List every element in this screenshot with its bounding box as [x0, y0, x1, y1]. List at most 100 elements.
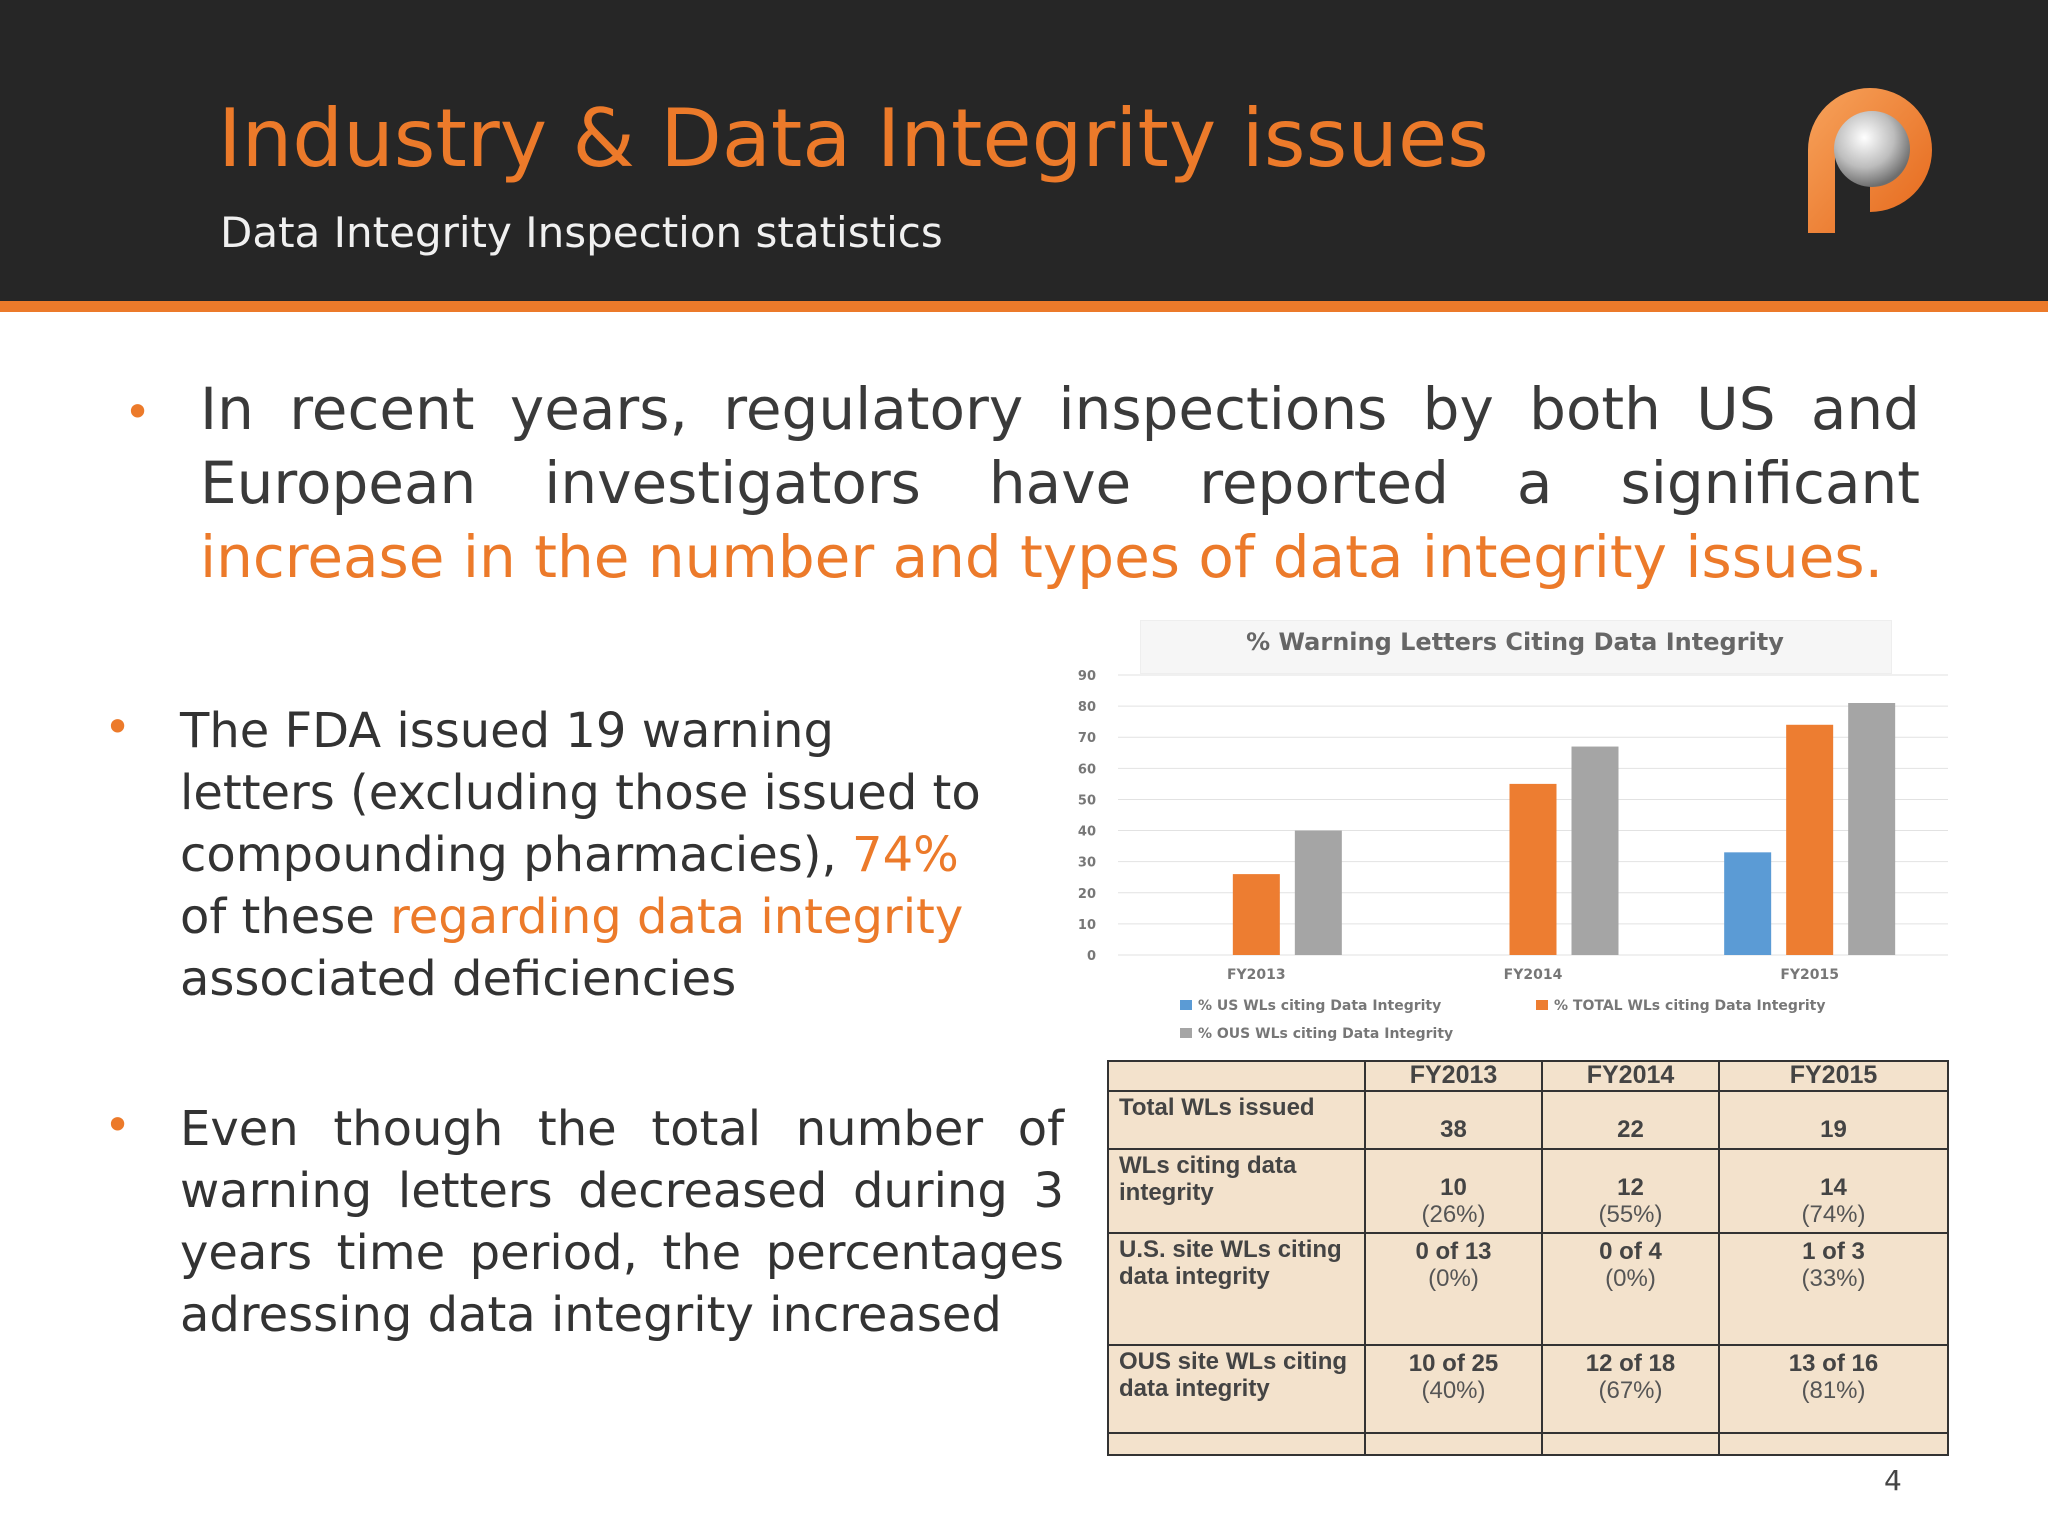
- slide-title: Industry & Data Integrity issues: [218, 92, 1489, 185]
- cell-percent: (81%): [1801, 1377, 1866, 1404]
- cell-percent: (55%): [1598, 1201, 1663, 1228]
- row-label: U.S. site WLs citing data integrity: [1107, 1232, 1366, 1346]
- table-row: OUS site WLs citing data integrity 10 of…: [1107, 1344, 1949, 1434]
- cell-main: 10: [1440, 1174, 1467, 1201]
- bar: [1848, 703, 1896, 955]
- legend-label: % TOTAL WLs citing Data Integrity: [1554, 998, 1825, 1014]
- cell-main: 22: [1617, 1116, 1644, 1143]
- p-logo-icon: [1808, 88, 1932, 233]
- bullet-marker: •: [104, 700, 132, 754]
- cell-percent: (0%): [1605, 1265, 1656, 1292]
- table-cell: 0 of 13 (0%): [1364, 1232, 1543, 1346]
- x-tick-label: FY2013: [1227, 967, 1286, 983]
- cell-main: 13 of 16: [1788, 1350, 1879, 1377]
- row-label: OUS site WLs citing data integrity: [1107, 1344, 1366, 1434]
- table-cell-empty: [1107, 1432, 1366, 1456]
- bar-chart: 0 10 20 30 40 50 60 70 80 90 FY2013 FY2014 FY2015 % U…: [1078, 669, 1948, 1042]
- bullet-marker: •: [124, 385, 152, 439]
- legend-swatch: [1180, 1028, 1192, 1038]
- fda-topic-highlight: regarding data integrity: [390, 889, 964, 945]
- fda-text-part2: of these: [180, 889, 391, 945]
- legend-swatch: [1180, 1000, 1192, 1010]
- table-spacer-row: [1107, 1432, 1949, 1456]
- table-cell: 12 of 18 (67%): [1541, 1344, 1720, 1434]
- table-cell: 38: [1364, 1090, 1543, 1150]
- cell-main: 10 of 25: [1408, 1350, 1499, 1377]
- x-tick-label: FY2015: [1780, 967, 1839, 983]
- cell-percent: (40%): [1421, 1377, 1486, 1404]
- y-tick-label: 0: [1087, 949, 1096, 964]
- table-cell: 19: [1718, 1090, 1949, 1150]
- main-bullet-highlight: increase in the number and types of data…: [200, 523, 1884, 591]
- y-tick-label: 10: [1078, 918, 1096, 933]
- cell-main: 12 of 18: [1585, 1350, 1676, 1377]
- cell-main: 0 of 4: [1599, 1238, 1662, 1265]
- trend-bullet-text: Even though the total number of warning …: [180, 1101, 1064, 1343]
- table-header-row: FY2013 FY2014 FY2015: [1107, 1060, 1949, 1092]
- table-cell: 0 of 4 (0%): [1541, 1232, 1720, 1346]
- table-row: U.S. site WLs citing data integrity 0 of…: [1107, 1232, 1949, 1346]
- main-bullet-text: In recent years, regulatory inspections …: [200, 372, 1920, 594]
- bar: [1232, 874, 1280, 955]
- y-tick-label: 50: [1078, 793, 1096, 808]
- y-tick-label: 20: [1078, 887, 1096, 902]
- page-number: 4: [1884, 1464, 1902, 1497]
- table-cell: 14 (74%): [1718, 1148, 1949, 1234]
- table-header-cell: FY2013: [1364, 1060, 1543, 1092]
- table-row: Total WLs issued 38 22 19: [1107, 1090, 1949, 1150]
- bullet-marker: •: [104, 1098, 132, 1152]
- x-tick-label: FY2014: [1504, 967, 1563, 983]
- table-cell: 1 of 3 (33%): [1718, 1232, 1949, 1346]
- cell-percent: (33%): [1801, 1265, 1866, 1292]
- row-label: Total WLs issued: [1107, 1090, 1366, 1150]
- cell-percent: (26%): [1421, 1201, 1486, 1228]
- header-accent-line: [0, 301, 2048, 312]
- table-cell-empty: [1364, 1432, 1543, 1456]
- table-cell: 22: [1541, 1090, 1720, 1150]
- cell-main: 0 of 13: [1415, 1238, 1492, 1265]
- table-cell: 10 of 25 (40%): [1364, 1344, 1543, 1434]
- legend-label: % US WLs citing Data Integrity: [1198, 998, 1441, 1014]
- cell-main: 12: [1617, 1174, 1644, 1201]
- table-cell-empty: [1718, 1432, 1949, 1456]
- cell-main: 1 of 3: [1802, 1238, 1865, 1265]
- table-cell: 12 (55%): [1541, 1148, 1720, 1234]
- cell-percent: (0%): [1428, 1265, 1479, 1292]
- header-bar: [0, 0, 2048, 301]
- cell-main: 38: [1440, 1116, 1467, 1143]
- bar: [1509, 783, 1557, 955]
- warning-letters-table: FY2013 FY2014 FY2015 Total WLs issued 38…: [1107, 1060, 1949, 1456]
- fda-bullet-text: The FDA issued 19 warning letters (exclu…: [180, 700, 1000, 1010]
- legend-swatch: [1536, 1000, 1548, 1010]
- table-header-cell: [1107, 1060, 1366, 1092]
- row-label: WLs citing data integrity: [1107, 1148, 1366, 1234]
- chart-title-background: [1140, 620, 1892, 674]
- y-tick-label: 60: [1078, 762, 1096, 777]
- cell-main: 19: [1820, 1116, 1847, 1143]
- chart-title: % Warning Letters Citing Data Integrity: [1246, 628, 1784, 656]
- bar: [1786, 724, 1834, 955]
- table-cell: 13 of 16 (81%): [1718, 1344, 1949, 1434]
- table-header-cell: FY2014: [1541, 1060, 1720, 1092]
- table-header-cell: FY2015: [1718, 1060, 1949, 1092]
- y-tick-label: 40: [1078, 825, 1096, 840]
- fda-text-part3: associated deficiencies: [180, 951, 737, 1007]
- table-cell: 10 (26%): [1364, 1148, 1543, 1234]
- slide-subtitle: Data Integrity Inspection statistics: [220, 208, 943, 257]
- table-row: WLs citing data integrity 10 (26%) 12 (55%…: [1107, 1148, 1949, 1234]
- fda-text-part1: The FDA issued 19 warning letters (exclu…: [180, 703, 981, 883]
- main-bullet-prefix: In recent years, regulatory inspections …: [200, 375, 1920, 517]
- legend-label: % OUS WLs citing Data Integrity: [1198, 1026, 1453, 1042]
- cell-percent: (67%): [1598, 1377, 1663, 1404]
- bar: [1724, 852, 1772, 955]
- y-tick-label: 80: [1078, 700, 1096, 715]
- fda-percent-highlight: 74%: [852, 827, 959, 883]
- bar: [1571, 746, 1619, 955]
- cell-main: 14: [1820, 1174, 1847, 1201]
- y-tick-label: 90: [1078, 669, 1096, 684]
- y-tick-label: 70: [1078, 731, 1096, 746]
- cell-percent: (74%): [1801, 1201, 1866, 1228]
- table-cell-empty: [1541, 1432, 1720, 1456]
- y-tick-label: 30: [1078, 856, 1096, 871]
- bar: [1294, 830, 1342, 955]
